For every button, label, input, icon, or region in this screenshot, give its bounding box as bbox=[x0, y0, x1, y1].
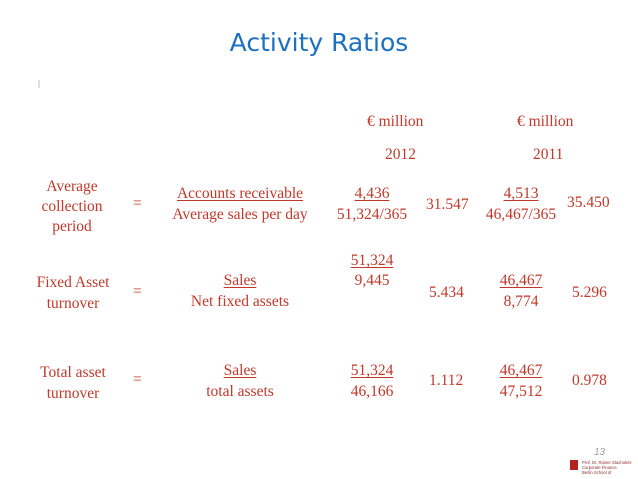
value-2012-denominator: 46,166 bbox=[350, 383, 394, 400]
result-2011: 0.978 bbox=[572, 372, 607, 389]
value-2012-denominator: 9,445 bbox=[354, 272, 390, 289]
header-unit-2012: € million bbox=[367, 113, 424, 130]
value-2011-numerator: 46,467 bbox=[499, 362, 543, 379]
formula-numerator: Accounts receivable bbox=[176, 185, 304, 202]
footer-line-course: Corporate Finance bbox=[582, 465, 617, 470]
page-title: Activity Ratios bbox=[229, 28, 409, 57]
value-2012-numerator: 51,324 bbox=[350, 252, 394, 269]
equals-sign: = bbox=[133, 283, 142, 300]
footer-line-school: Berlin School of bbox=[582, 470, 612, 475]
header-year-2012: 2012 bbox=[385, 146, 416, 163]
divider-mark bbox=[38, 80, 40, 88]
row-label-line: Total asset bbox=[40, 364, 106, 381]
footer-logo-bar bbox=[570, 460, 578, 470]
row-label-line: turnover bbox=[46, 385, 100, 402]
row-label-total-asset-turnover: Total asset turnover bbox=[30, 362, 116, 404]
value-2012-numerator: 51,324 bbox=[350, 362, 394, 379]
value-2011-numerator: 46,467 bbox=[499, 272, 543, 289]
row-label-line: period bbox=[52, 218, 92, 235]
row-label-line: collection bbox=[41, 198, 103, 215]
value-2011-numerator: 4,513 bbox=[503, 185, 539, 202]
result-2012: 1.112 bbox=[429, 372, 464, 389]
result-2012: 31.547 bbox=[426, 196, 469, 213]
result-2011: 5.296 bbox=[572, 284, 607, 301]
equals-sign: = bbox=[133, 195, 142, 212]
formula-denominator: total assets bbox=[206, 383, 274, 400]
row-label-fixed-asset-turnover: Fixed Asset turnover bbox=[28, 272, 118, 314]
value-2011-denominator: 47,512 bbox=[499, 383, 543, 400]
row-label-line: Average bbox=[46, 178, 98, 195]
row-label-line: Fixed Asset bbox=[36, 274, 110, 291]
formula-denominator: Net fixed assets bbox=[190, 293, 290, 310]
footer-line-author: Prof. Dr. Rainer Stachuletz bbox=[582, 460, 632, 465]
result-2011: 35.450 bbox=[567, 194, 610, 211]
formula-denominator: Average sales per day bbox=[172, 206, 308, 223]
result-2012: 5.434 bbox=[429, 284, 464, 301]
value-2011-denominator: 8,774 bbox=[503, 293, 539, 310]
header-unit-2011: € million bbox=[517, 113, 574, 130]
value-2011-denominator: 46,467/365 bbox=[485, 206, 557, 223]
formula-numerator: Sales bbox=[223, 362, 257, 379]
row-label-average-collection-period: Average collection period bbox=[30, 177, 114, 237]
equals-sign: = bbox=[133, 371, 142, 388]
page-number: 13 bbox=[594, 447, 606, 458]
header-year-2011: 2011 bbox=[533, 146, 564, 163]
formula-numerator: Sales bbox=[223, 272, 257, 289]
value-2012-denominator: 51,324/365 bbox=[336, 206, 408, 223]
row-label-line: turnover bbox=[46, 295, 100, 312]
value-2012-numerator: 4,436 bbox=[354, 185, 390, 202]
